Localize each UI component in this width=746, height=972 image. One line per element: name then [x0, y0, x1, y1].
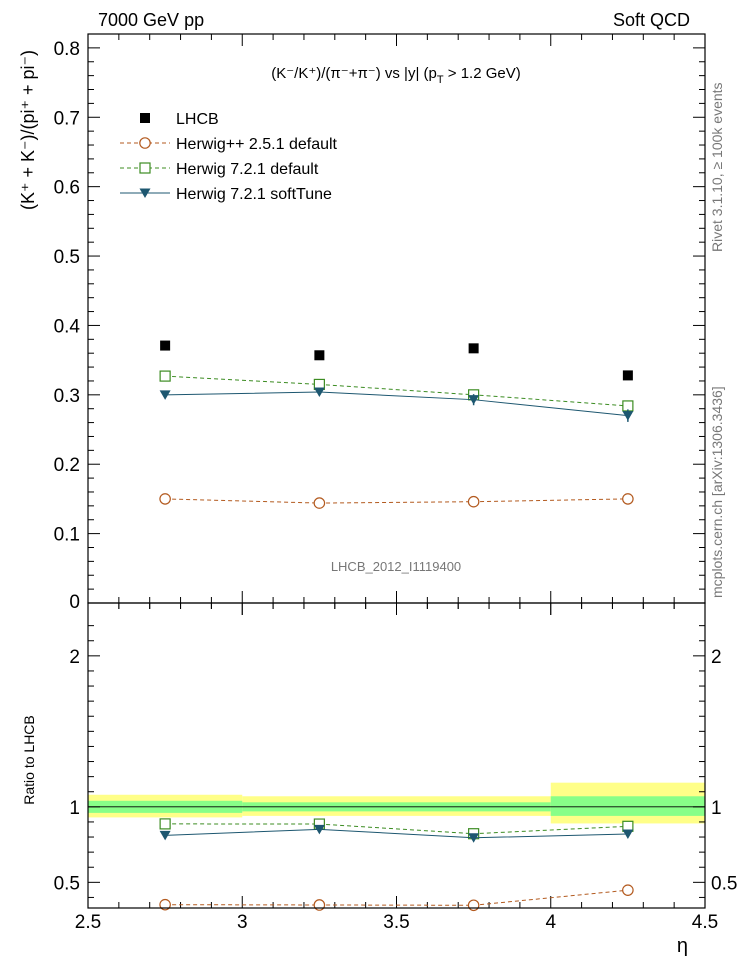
- data-point-herwig-2-5-1-default: [467, 495, 480, 508]
- y-tick-label: 0.4: [54, 316, 81, 337]
- ratio-point-herwig-7-2-1-softtune: [313, 824, 325, 835]
- y-tick-label: 0.2: [54, 455, 80, 476]
- series-line-herwig-7-2-1-default: [165, 375, 628, 407]
- ratio-tick-label: 0.5: [54, 873, 80, 894]
- header-category: Soft QCD: [613, 10, 690, 30]
- ratio-point-herwig-7-2-1-default: [159, 818, 171, 830]
- data-point-herwig-2-5-1-default: [159, 493, 171, 505]
- analysis-watermark: LHCB_2012_I1119400: [331, 559, 461, 574]
- legend-marker-herwig-7-2-1-softtune: [139, 188, 151, 198]
- header-energy: 7000 GeV pp: [98, 10, 204, 30]
- y-axis-label: (K⁺ + K⁻)/(pi⁺ + pi⁻): [18, 50, 38, 210]
- legend-label-herwig-7-2-1-default: Herwig 7.2.1 default: [176, 161, 319, 178]
- ratio-tick-label-right: 0.5: [711, 873, 737, 894]
- ratio-point-herwig-2-5-1-default: [622, 884, 634, 896]
- ratio-tick-label: 2: [69, 647, 80, 668]
- y-tick-label: 0.7: [54, 108, 80, 129]
- ratio-axis-label: Ratio to LHCB: [21, 715, 37, 804]
- x-tick-label: 4.5: [692, 912, 718, 933]
- ratio-point-herwig-7-2-1-softtune: [159, 830, 171, 841]
- y-tick-label: 0.3: [54, 386, 80, 407]
- data-point-lhcb: [622, 370, 633, 381]
- y-tick-label-zero: 0: [69, 592, 80, 613]
- rivet-label: Rivet 3.1.10, ≥ 100k events: [709, 82, 725, 252]
- data-point-lhcb: [314, 350, 325, 361]
- ratio-tick-label: 1: [69, 798, 80, 819]
- ratio-line-herwig-7-2-1-softtune: [165, 828, 628, 839]
- data-point-herwig-2-5-1-default: [313, 497, 326, 509]
- y-tick-label: 0.1: [54, 525, 80, 546]
- legend-label-herwig-7-2-1-softtune: Herwig 7.2.1 softTune: [176, 186, 332, 203]
- legend-marker-herwig-2-5-1-default: [139, 137, 151, 149]
- chart-title: (K⁻/K⁺)/(π⁻+π⁻) vs |y| (pT > 1.2 GeV): [271, 65, 520, 86]
- x-axis-label: η: [677, 935, 688, 957]
- x-tick-label: 3.5: [383, 912, 409, 933]
- ratio-point-herwig-2-5-1-default: [159, 898, 171, 911]
- x-tick-label: 2.5: [75, 912, 101, 933]
- y-tick-label: 0.5: [54, 247, 80, 268]
- ratio-tick-label-right: 1: [711, 798, 722, 819]
- data-point-herwig-7-2-1-softtune: [468, 395, 480, 405]
- legend-label-herwig-2-5-1-default: Herwig++ 2.5.1 default: [176, 136, 338, 153]
- ratio-tick-label-right: 2: [711, 647, 722, 668]
- ratio-point-herwig-2-5-1-default: [467, 899, 480, 912]
- x-tick-label: 4: [545, 912, 556, 933]
- ratio-band-inner: [550, 796, 705, 816]
- data-point-herwig-7-2-1-default: [159, 370, 171, 382]
- x-tick-label: 3: [237, 912, 248, 933]
- data-point-lhcb: [468, 343, 479, 354]
- ratio-line-herwig-7-2-1-default: [165, 823, 628, 835]
- data-point-herwig-7-2-1-softtune: [313, 387, 325, 398]
- data-point-lhcb: [160, 340, 171, 351]
- ratio-point-herwig-7-2-1-softtune: [622, 829, 634, 840]
- data-point-herwig-7-2-1-softtune: [622, 411, 634, 421]
- ratio-line-herwig-2-5-1-default: [165, 889, 628, 906]
- series-line-herwig-2-5-1-default: [165, 498, 628, 504]
- ratio-point-herwig-7-2-1-softtune: [468, 833, 480, 843]
- ratio-plot-frame: [87, 602, 706, 909]
- mcplots-label: mcplots.cern.ch [arXiv:1306.3436]: [709, 386, 725, 598]
- y-tick-label: 0.8: [54, 39, 80, 60]
- y-tick-label: 0.6: [54, 178, 80, 199]
- data-point-herwig-2-5-1-default: [622, 493, 634, 505]
- ratio-point-herwig-2-5-1-default: [313, 899, 326, 911]
- data-point-herwig-7-2-1-softtune: [159, 390, 171, 400]
- legend-marker-herwig-7-2-1-default: [139, 162, 151, 174]
- series-line-herwig-7-2-1-softtune: [165, 391, 628, 417]
- legend-label-lhcb: LHCB: [176, 111, 219, 128]
- legend-marker-lhcb: [140, 113, 150, 123]
